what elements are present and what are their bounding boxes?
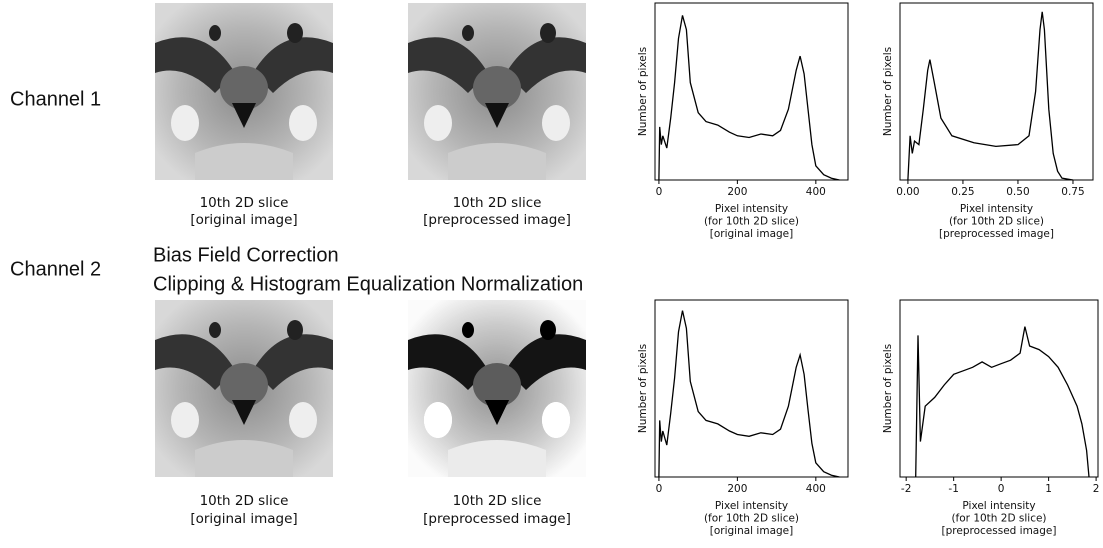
caption: 10th 2D slice (453, 195, 542, 211)
row-label: Channel 2 (10, 258, 101, 280)
x-axis-label: Pixel intensity (962, 500, 1035, 512)
plot-frame (654, 2, 849, 181)
x-tick-label: 0 (656, 186, 663, 198)
x-axis-label: (for 10th 2D slice) (951, 513, 1046, 525)
y-axis-label: Number of pixels (882, 344, 894, 433)
x-tick-label: 1 (1045, 483, 1052, 495)
caption: 10th 2D slice (453, 493, 542, 509)
x-tick-label: 200 (727, 186, 747, 198)
x-axis-label: [preprocessed image] (939, 228, 1054, 240)
mri-image (155, 300, 333, 477)
caption: [preprocessed image] (423, 511, 571, 527)
x-axis-label: [original image] (710, 228, 793, 240)
mri-image (408, 300, 586, 477)
plot-frame (899, 299, 1099, 478)
caption: [original image] (190, 212, 297, 228)
x-axis-label: [original image] (710, 525, 793, 537)
x-tick-label: 200 (727, 483, 747, 495)
x-axis-label: Pixel intensity (715, 203, 788, 215)
x-axis-label: (for 10th 2D slice) (704, 216, 799, 228)
x-tick-label: 400 (806, 186, 826, 198)
x-axis-label: (for 10th 2D slice) (949, 216, 1044, 228)
y-axis-label: Number of pixels (882, 47, 894, 136)
row-label: Channel 1 (10, 88, 101, 110)
y-axis-label: Number of pixels (637, 344, 649, 433)
annotation: Bias Field Correction (153, 244, 339, 266)
x-tick-label: 400 (806, 483, 826, 495)
histogram-line (915, 326, 1090, 478)
histogram-line (658, 15, 840, 181)
x-tick-label: 0 (998, 483, 1005, 495)
plot-frame (654, 299, 849, 478)
plot-frame (899, 2, 1094, 181)
x-tick-label: 0.75 (1061, 186, 1084, 198)
annotation: Clipping & Histogram Equalization Normal… (153, 273, 583, 295)
x-axis-label: [preprocessed image] (942, 525, 1057, 537)
x-tick-label: 0 (656, 483, 663, 495)
caption: 10th 2D slice (200, 493, 289, 509)
caption: 10th 2D slice (200, 195, 289, 211)
mri-image (155, 3, 333, 180)
x-axis-label: (for 10th 2D slice) (704, 513, 799, 525)
histogram-line (907, 11, 1074, 181)
y-axis-label: Number of pixels (637, 47, 649, 136)
x-tick-label: -2 (901, 483, 911, 495)
x-tick-label: -1 (948, 483, 958, 495)
caption: [original image] (190, 511, 297, 527)
x-axis-label: Pixel intensity (960, 203, 1033, 215)
x-tick-label: 0.00 (896, 186, 919, 198)
caption: [preprocessed image] (423, 212, 571, 228)
x-tick-label: 2 (1093, 483, 1100, 495)
x-axis-label: Pixel intensity (715, 500, 788, 512)
mri-image (408, 3, 586, 180)
histogram-line (658, 310, 840, 478)
x-tick-label: 0.25 (951, 186, 974, 198)
x-tick-label: 0.50 (1006, 186, 1029, 198)
